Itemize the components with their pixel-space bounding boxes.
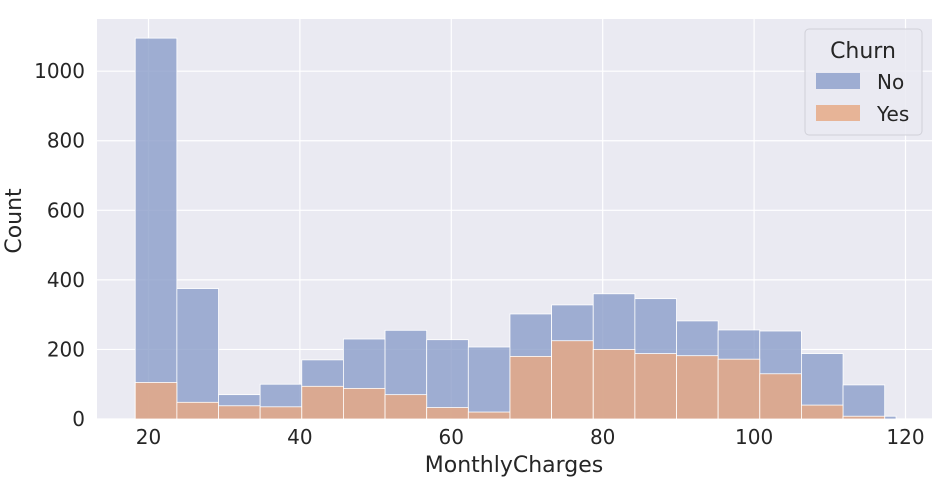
bar-yes-3 [259, 406, 303, 420]
bar-yes-13 [676, 355, 719, 420]
y-tick-label-0: 0 [72, 407, 85, 431]
y-tick-label-3: 600 [47, 198, 85, 222]
bar-yes-7 [426, 407, 469, 420]
bar-yes-8 [467, 411, 511, 420]
y-tick-label-2: 400 [47, 268, 85, 292]
bar-yes-1 [176, 401, 219, 420]
legend-label-no: No [877, 70, 904, 94]
x-tick-label-4: 100 [735, 425, 773, 449]
bar-yes-5 [343, 387, 386, 420]
bar-yes-16 [801, 404, 844, 420]
x-tick-label-3: 80 [590, 425, 615, 449]
legend-swatch-yes [816, 105, 860, 121]
bar-yes-10 [551, 340, 594, 420]
bar-no-0 [134, 37, 178, 420]
x-axis-label: MonthlyCharges [425, 453, 604, 478]
x-tick-label-2: 60 [439, 425, 464, 449]
legend: Churn No Yes [804, 28, 923, 136]
bar-yes-9 [509, 355, 552, 420]
bar-yes-6 [384, 394, 428, 420]
bar-yes-0 [134, 382, 178, 420]
bar-yes-17 [842, 415, 886, 420]
bar-yes-12 [634, 353, 677, 420]
legend-title: Churn [830, 39, 896, 64]
legend-label-yes: Yes [876, 102, 909, 126]
bar-no-17 [842, 384, 886, 420]
bar-yes-4 [301, 385, 344, 420]
y-tick-label-4: 800 [47, 129, 85, 153]
bar-no-1 [176, 288, 219, 420]
legend-swatch-no [816, 73, 860, 89]
bar-no-18 [884, 415, 897, 420]
bar-yes-11 [592, 349, 636, 420]
bar-no-8 [467, 346, 511, 420]
y-tick-label-5: 1000 [34, 59, 85, 83]
x-tick-labels: 20 40 60 80 100 120 [136, 425, 925, 449]
bar-yes-15 [759, 373, 802, 420]
x-tick-label-1: 40 [287, 425, 312, 449]
y-tick-label-1: 200 [47, 337, 85, 361]
bar-no-7 [426, 339, 469, 420]
bar-yes-14 [717, 358, 761, 420]
y-axis-label: Count [2, 188, 27, 254]
x-tick-label-5: 120 [886, 425, 924, 449]
series-yes-bars [134, 340, 886, 420]
x-tick-label-0: 20 [136, 425, 161, 449]
y-tick-labels: 0 200 400 600 800 1000 [34, 59, 85, 431]
bar-yes-2 [218, 405, 261, 420]
